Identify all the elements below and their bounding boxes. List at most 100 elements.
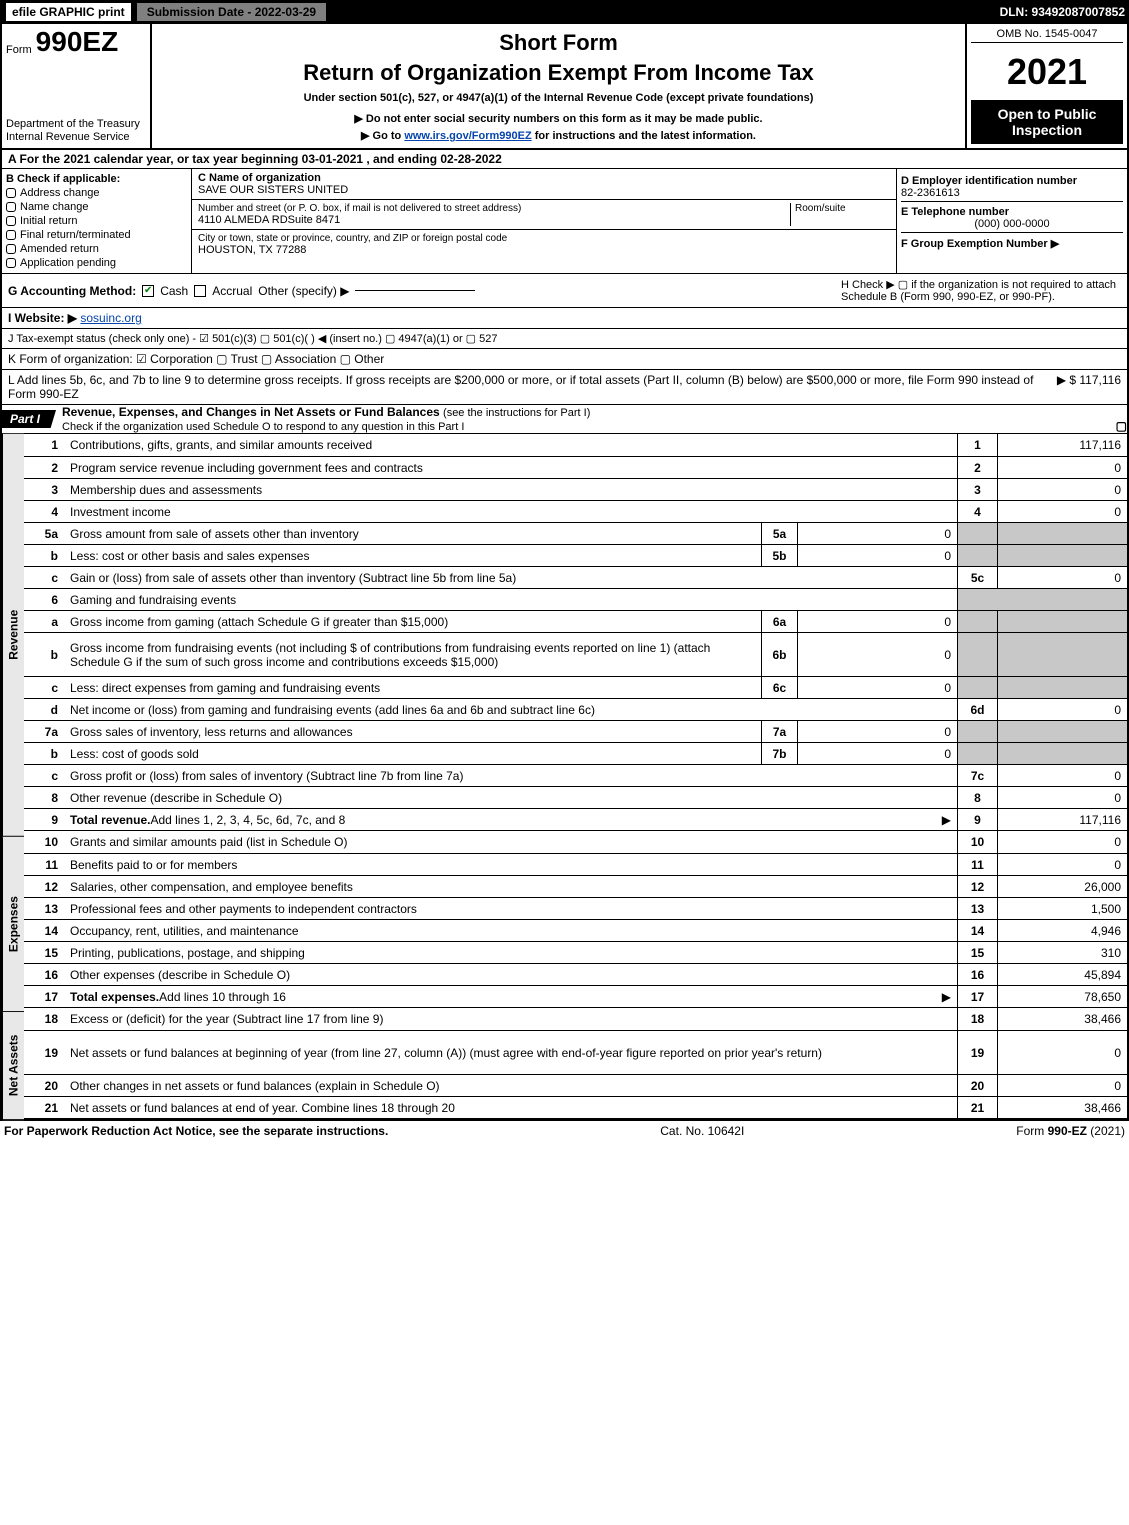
subline-label: 7a: [761, 721, 797, 742]
line-box-number: 21: [957, 1097, 997, 1118]
grayed-amount: [997, 677, 1127, 698]
grayed-amount: [997, 545, 1127, 566]
line-description: Net income or (loss) from gaming and fun…: [64, 699, 957, 720]
line-number: 15: [24, 942, 64, 963]
checkbox-initial-return[interactable]: [6, 216, 16, 226]
line-box-number: 11: [957, 854, 997, 875]
line-description: Other expenses (describe in Schedule O): [64, 964, 957, 985]
checkbox-label: Amended return: [20, 243, 99, 255]
line-amount: 0: [997, 479, 1127, 500]
line-box-number: 19: [957, 1031, 997, 1074]
checkbox-application-pending[interactable]: [6, 258, 16, 268]
line-description: Gain or (loss) from sale of assets other…: [64, 567, 957, 588]
line-description: Salaries, other compensation, and employ…: [64, 876, 957, 897]
line-box-number: 2: [957, 457, 997, 478]
line-number: 4: [24, 501, 64, 522]
line-description: Less: cost of goods sold: [64, 743, 761, 764]
header-bullet-link: ▶ Go to www.irs.gov/Form990EZ for instru…: [158, 129, 959, 142]
line-number: 17: [24, 986, 64, 1007]
line-box-number: 10: [957, 831, 997, 853]
line-number: b: [24, 545, 64, 566]
checkbox-address-change[interactable]: [6, 188, 16, 198]
line-amount: 0: [997, 1031, 1127, 1074]
line-box-number: 3: [957, 479, 997, 500]
line-description: Total revenue. Add lines 1, 2, 3, 4, 5c,…: [64, 809, 957, 830]
checkbox-label: Address change: [20, 187, 100, 199]
line-box-number: 17: [957, 986, 997, 1007]
city-label: City or town, state or province, country…: [198, 233, 890, 244]
column-b-checkboxes: B Check if applicable: Address changeNam…: [2, 169, 192, 273]
line-number: 9: [24, 809, 64, 830]
org-name-value: SAVE OUR SISTERS UNITED: [198, 184, 890, 196]
goto-prefix: ▶ Go to: [361, 130, 404, 142]
grayed-box: [957, 633, 997, 676]
line-description: Excess or (deficit) for the year (Subtra…: [64, 1008, 957, 1030]
ein-value: 82-2361613: [901, 187, 1123, 199]
line-description: Gaming and fundraising events: [64, 589, 957, 610]
accounting-method-label: G Accounting Method:: [8, 284, 136, 298]
form-header: Form 990EZ Department of the Treasury In…: [0, 24, 1129, 150]
short-form-title: Short Form: [158, 30, 959, 56]
line-number: 3: [24, 479, 64, 500]
grayed-box: [957, 589, 1127, 610]
line-description: Benefits paid to or for members: [64, 854, 957, 875]
line-number: 10: [24, 831, 64, 853]
line-description: Membership dues and assessments: [64, 479, 957, 500]
footer-left: For Paperwork Reduction Act Notice, see …: [4, 1124, 388, 1138]
line-number: 2: [24, 457, 64, 478]
accrual-label: Accrual: [212, 284, 252, 298]
form-of-organization-row: K Form of organization: ☑ Corporation ▢ …: [2, 349, 1127, 370]
grayed-box: [957, 611, 997, 632]
goto-suffix: for instructions and the latest informat…: [532, 130, 756, 142]
subline-value: 0: [797, 633, 957, 676]
line-box-number: 4: [957, 501, 997, 522]
line-description: Gross amount from sale of assets other t…: [64, 523, 761, 544]
line-description: Other revenue (describe in Schedule O): [64, 787, 957, 808]
subline-value: 0: [797, 523, 957, 544]
grayed-amount: [997, 611, 1127, 632]
line-number: d: [24, 699, 64, 720]
website-link[interactable]: sosuinc.org: [80, 311, 141, 325]
part-i-tag: Part I: [2, 410, 56, 428]
line-number: 1: [24, 434, 64, 456]
line-description: Grants and similar amounts paid (list in…: [64, 831, 957, 853]
efile-print-button[interactable]: efile GRAPHIC print: [4, 1, 133, 23]
part-i-check-box[interactable]: ▢: [1116, 419, 1127, 433]
irs-link[interactable]: www.irs.gov/Form990EZ: [404, 130, 531, 142]
grayed-box: [957, 545, 997, 566]
checkbox-name-change[interactable]: [6, 202, 16, 212]
line-description: Gross sales of inventory, less returns a…: [64, 721, 761, 742]
checkbox-amended-return[interactable]: [6, 244, 16, 254]
accrual-checkbox[interactable]: [194, 285, 206, 297]
line-number: c: [24, 765, 64, 786]
line-amount: 45,894: [997, 964, 1127, 985]
tel-value: (000) 000-0000: [901, 218, 1123, 230]
line-l-text: L Add lines 5b, 6c, and 7b to line 9 to …: [8, 373, 1051, 401]
line-box-number: 18: [957, 1008, 997, 1030]
line-amount: 1,500: [997, 898, 1127, 919]
line-box-number: 16: [957, 964, 997, 985]
checkbox-label: Final return/terminated: [20, 229, 131, 241]
line-number: 6: [24, 589, 64, 610]
subline-value: 0: [797, 545, 957, 566]
line-box-number: 8: [957, 787, 997, 808]
line-number: 21: [24, 1097, 64, 1118]
checkbox-final-return-terminated[interactable]: [6, 230, 16, 240]
cash-checkbox[interactable]: [142, 285, 154, 297]
h-schedule-b-note: H Check ▶ ▢ if the organization is not r…: [841, 278, 1121, 303]
other-specify-input[interactable]: [355, 290, 475, 291]
subline-value: 0: [797, 611, 957, 632]
subline-label: 6c: [761, 677, 797, 698]
line-number: 12: [24, 876, 64, 897]
line-description: Occupancy, rent, utilities, and maintena…: [64, 920, 957, 941]
line-amount: 26,000: [997, 876, 1127, 897]
department-label: Department of the Treasury Internal Reve…: [6, 118, 146, 144]
page-footer: For Paperwork Reduction Act Notice, see …: [0, 1120, 1129, 1141]
checkbox-label: Application pending: [20, 257, 116, 269]
grayed-amount: [997, 633, 1127, 676]
line-amount: 0: [997, 1075, 1127, 1096]
line-box-number: 9: [957, 809, 997, 830]
part-i-check-text: Check if the organization used Schedule …: [62, 421, 464, 433]
grayed-box: [957, 677, 997, 698]
net-assets-side-label: Net Assets: [2, 1012, 24, 1120]
